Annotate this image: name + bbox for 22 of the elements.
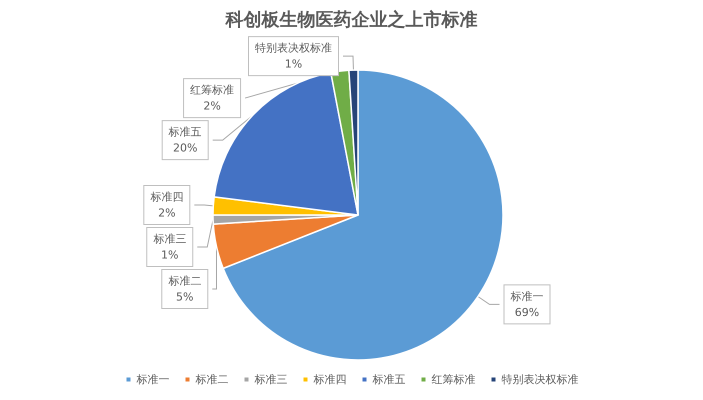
chart-title: 科创板生物医药企业之上市标准 xyxy=(224,10,478,30)
legend-label: 标准一 xyxy=(136,373,170,386)
data-label: 2% xyxy=(203,100,221,113)
legend-label: 标准二 xyxy=(194,373,228,386)
slice-label: 标准二 xyxy=(167,274,202,288)
legend-label: 标准四 xyxy=(312,373,346,386)
slice-label: 标准五 xyxy=(168,126,202,139)
slice-label: 标准一 xyxy=(510,290,544,303)
legend-label: 红筹标准 xyxy=(432,373,476,386)
legend-label: 标准三 xyxy=(254,373,288,386)
slice-label: 标准四 xyxy=(149,190,184,204)
slice-label: 特别表决权标准 xyxy=(255,42,332,55)
slice-label: 标准三 xyxy=(152,232,186,246)
data-label: 2% xyxy=(158,206,176,220)
legend-label: 特别表决权标准 xyxy=(502,373,578,386)
data-label: 20% xyxy=(172,142,198,155)
data-label: 69% xyxy=(514,306,540,319)
data-label: 1% xyxy=(284,58,302,71)
data-label: 1% xyxy=(161,248,178,262)
slice-label: 红筹标准 xyxy=(190,84,234,97)
data-label: 5% xyxy=(176,290,194,304)
legend-label: 标准五 xyxy=(372,373,406,386)
